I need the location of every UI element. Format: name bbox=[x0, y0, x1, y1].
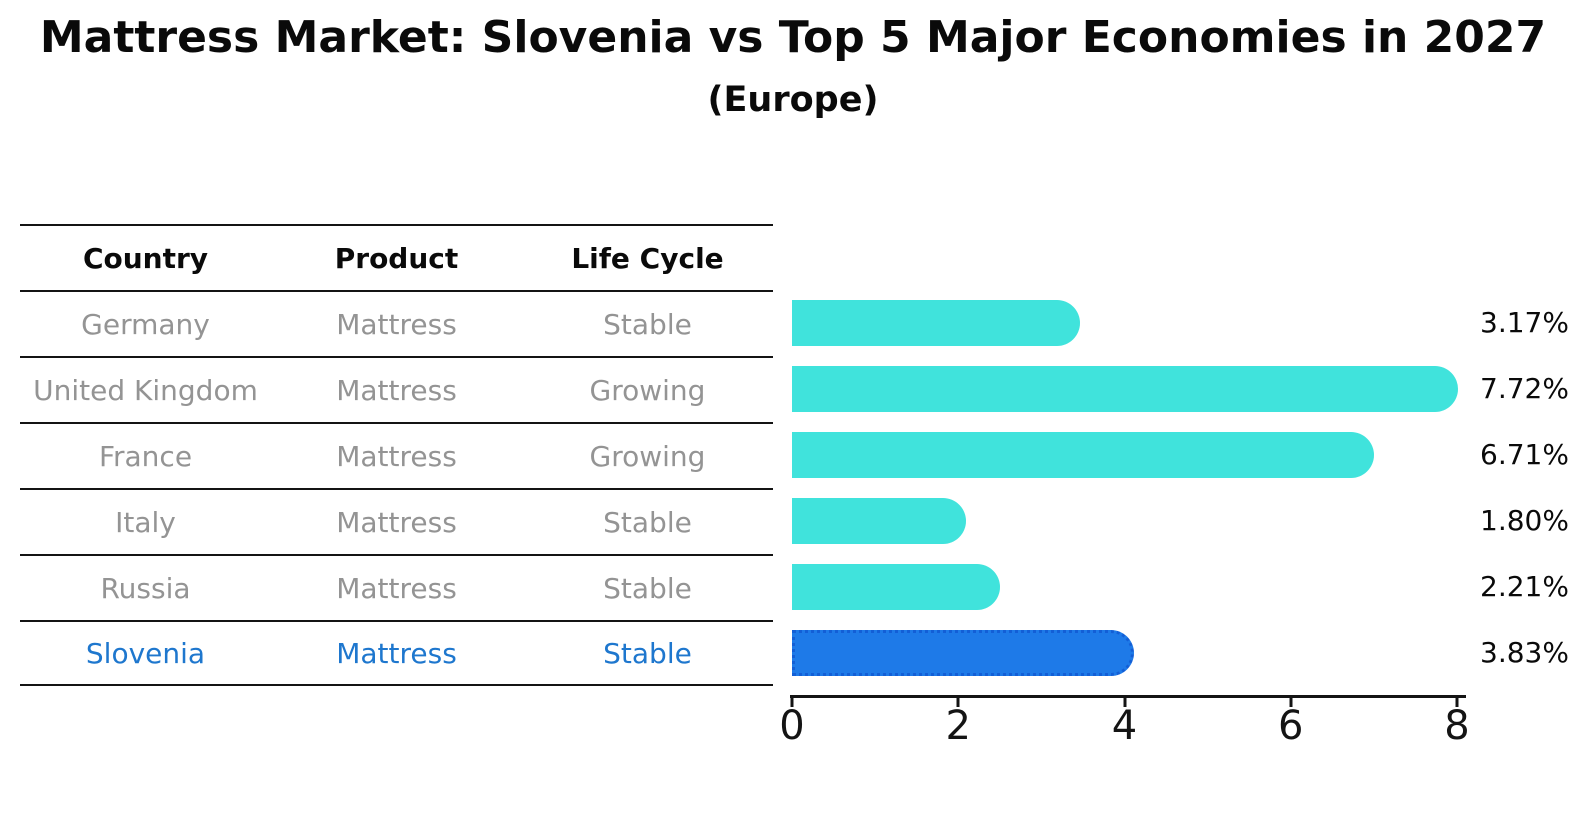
x-tick-label: 8 bbox=[1444, 703, 1470, 749]
chart-subtitle: (Europe) bbox=[707, 80, 879, 120]
table-row-france: France Mattress Growing bbox=[20, 422, 773, 488]
x-tick bbox=[956, 698, 960, 707]
cell-country: United Kingdom bbox=[33, 373, 258, 407]
bar-russia bbox=[792, 564, 1000, 610]
value-label-france: 6.71% bbox=[1480, 438, 1569, 471]
cell-life-cycle: Growing bbox=[589, 439, 706, 473]
cell-country: France bbox=[98, 439, 193, 473]
x-tick-label: 2 bbox=[945, 703, 971, 749]
cell-product: Mattress bbox=[336, 636, 457, 670]
cell-life-cycle: Stable bbox=[603, 505, 692, 539]
x-axis: 0 2 4 6 8 bbox=[779, 695, 1470, 755]
cell-product: Mattress bbox=[336, 505, 457, 539]
table-row-italy: Italy Mattress Stable bbox=[20, 488, 773, 554]
cell-country: Germany bbox=[81, 307, 210, 341]
x-tick-label: 6 bbox=[1278, 703, 1304, 749]
value-label-italy: 1.80% bbox=[1480, 504, 1569, 537]
cell-product: Mattress bbox=[336, 307, 457, 341]
bar-germany bbox=[792, 300, 1080, 346]
cell-life-cycle: Growing bbox=[589, 373, 706, 407]
chart-title: Mattress Market: Slovenia vs Top 5 Major… bbox=[39, 12, 1547, 63]
plot-area bbox=[792, 224, 1458, 686]
table-row-united-kingdom: United Kingdom Mattress Growing bbox=[20, 356, 773, 422]
x-tick bbox=[790, 698, 794, 707]
table-header-row: Country Product Life Cycle bbox=[20, 224, 773, 290]
cell-life-cycle: Stable bbox=[603, 636, 692, 670]
value-label-slovenia: 3.83% bbox=[1480, 636, 1569, 669]
bar-slovenia bbox=[792, 630, 1135, 676]
header-cell-product: Product bbox=[334, 241, 459, 275]
cell-country: Slovenia bbox=[85, 636, 206, 670]
x-tick-label: 4 bbox=[1111, 703, 1138, 749]
value-label-russia: 2.21% bbox=[1480, 570, 1569, 603]
table-row-germany: Germany Mattress Stable bbox=[20, 290, 773, 356]
cell-product: Mattress bbox=[336, 439, 457, 473]
x-tick-label: 0 bbox=[779, 703, 805, 749]
cell-life-cycle: Stable bbox=[603, 307, 692, 341]
comparison-table: Country Product Life Cycle Germany Mattr… bbox=[20, 224, 773, 686]
bar-france bbox=[792, 432, 1374, 478]
x-axis-line bbox=[790, 695, 1466, 698]
cell-country: Italy bbox=[115, 505, 176, 539]
value-label-united-kingdom: 7.72% bbox=[1480, 372, 1569, 405]
header-cell-country: Country bbox=[82, 241, 209, 275]
cell-country: Russia bbox=[100, 571, 191, 605]
x-tick bbox=[1455, 698, 1459, 707]
value-label-germany: 3.17% bbox=[1480, 306, 1569, 339]
cell-life-cycle: Stable bbox=[603, 571, 692, 605]
table-row-russia: Russia Mattress Stable bbox=[20, 554, 773, 620]
bar-united-kingdom bbox=[792, 366, 1458, 412]
table-row-slovenia: Slovenia Mattress Stable bbox=[20, 620, 773, 686]
bar-italy bbox=[792, 498, 966, 544]
x-tick bbox=[1123, 698, 1126, 707]
cell-product: Mattress bbox=[336, 571, 457, 605]
header-cell-life-cycle: Life Cycle bbox=[571, 241, 724, 275]
cell-product: Mattress bbox=[336, 373, 457, 407]
x-tick bbox=[1289, 698, 1293, 707]
